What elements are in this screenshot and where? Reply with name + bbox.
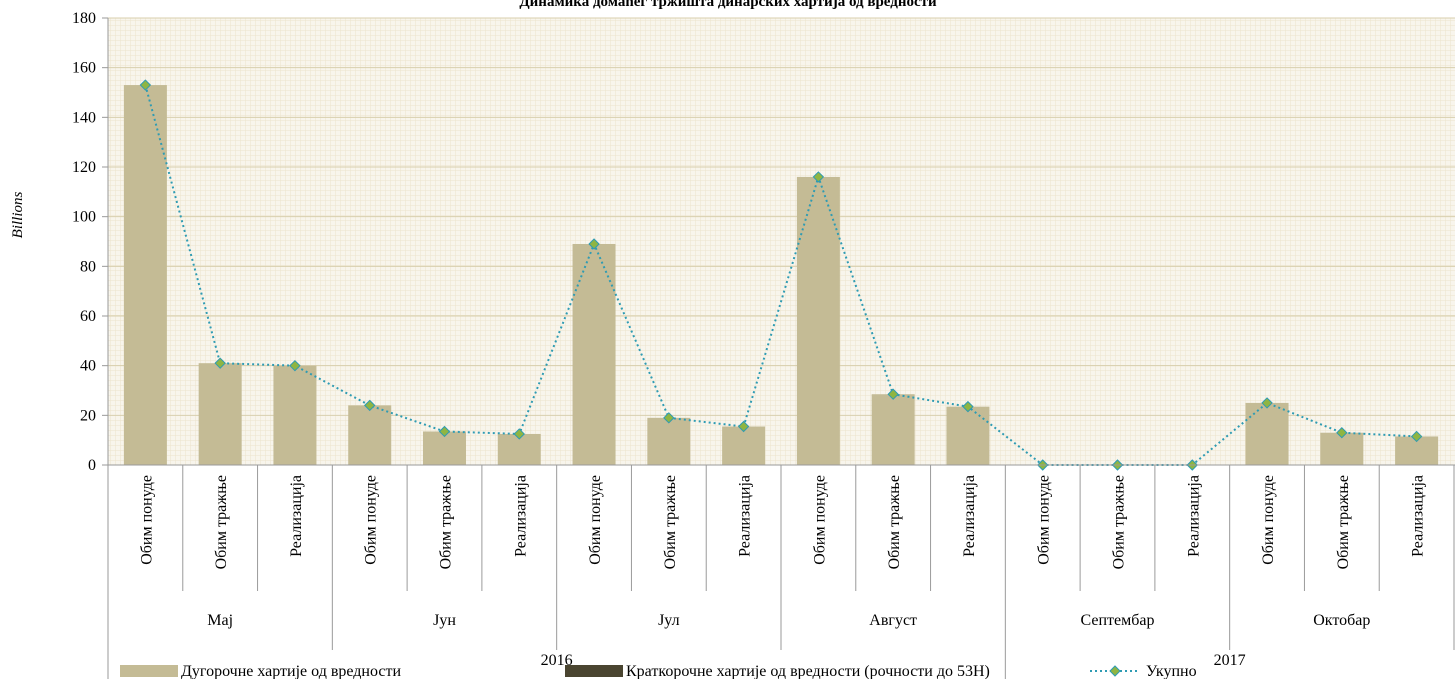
- y-tick-label: 60: [80, 308, 96, 325]
- plot-area: [108, 18, 1455, 465]
- y-tick-label: 80: [80, 258, 96, 275]
- bar: [123, 85, 167, 466]
- category-label: Обим понуде: [1036, 475, 1053, 565]
- line-point: [513, 428, 525, 440]
- year-label: 2016: [541, 652, 573, 669]
- category-label: Обим понуде: [1260, 475, 1277, 565]
- chart-title: Динамика домаћег тржишта динарских харти…: [519, 0, 937, 10]
- line-point: [214, 357, 226, 369]
- category-label: Реализација: [961, 475, 978, 557]
- legend-label: Укупно: [1146, 663, 1197, 679]
- y-tick-label: 100: [72, 209, 96, 226]
- bar: [273, 365, 317, 465]
- month-label: Октобар: [1313, 612, 1370, 629]
- line-point: [887, 388, 899, 400]
- line-point: [663, 412, 675, 424]
- category-label: Реализација: [288, 475, 305, 557]
- bar: [198, 363, 242, 465]
- line-series: [139, 79, 1423, 471]
- line-point: [812, 171, 825, 183]
- y-tick-label: 40: [80, 358, 96, 375]
- category-label: Реализација: [1185, 475, 1202, 557]
- category-label: Реализација: [1410, 475, 1427, 557]
- y-axis: 0 20 40 60 80 100 120 140 160 180: [72, 10, 109, 474]
- legend-swatch: [120, 665, 178, 677]
- category-label: Обим тражње: [438, 475, 455, 569]
- total-line: [144, 84, 1417, 466]
- x-axis: Обим понуде Обим тражње Реализација Обим по…: [107, 464, 1455, 679]
- legend: Дугорочне хартије од вредности Краткорочн…: [120, 663, 1197, 679]
- category-label: Обим понуде: [811, 475, 828, 565]
- legend-label: Краткорочне хартије од вредности (рочнос…: [626, 663, 990, 679]
- y-tick-label: 120: [72, 159, 96, 176]
- month-label: Мај: [207, 612, 233, 629]
- category-label: Обим тражње: [1335, 475, 1352, 569]
- line-point: [289, 359, 301, 372]
- y-axis-label: Billions: [10, 192, 26, 239]
- category-label: Обим понуде: [363, 475, 380, 565]
- line-point: [1336, 427, 1348, 439]
- category-label: Обим тражње: [662, 475, 679, 569]
- bar: [1245, 402, 1289, 465]
- line-point: [1410, 430, 1423, 443]
- bar: [572, 243, 616, 465]
- month-label: Август: [869, 612, 917, 629]
- y-tick-label: 160: [72, 60, 96, 77]
- legend-label: Дугорочне хартије од вредности: [181, 663, 401, 679]
- bar: [871, 394, 915, 465]
- bar-series: [123, 85, 1439, 466]
- month-label: Септембар: [1081, 612, 1155, 629]
- bar: [722, 426, 766, 465]
- line-point: [364, 399, 376, 412]
- line-point: [438, 425, 451, 438]
- legend-swatch: [565, 665, 623, 677]
- category-label: Реализација: [512, 475, 529, 557]
- category-label: Обим тражње: [213, 475, 230, 569]
- category-label: Обим понуде: [587, 475, 604, 565]
- line-point: [962, 400, 974, 413]
- month-label: Јул: [658, 612, 680, 629]
- line-point: [1261, 397, 1273, 409]
- y-tick-label: 0: [88, 457, 96, 474]
- bar: [946, 406, 990, 465]
- category-label: Обим тражње: [886, 475, 903, 569]
- line-point: [737, 420, 750, 433]
- category-label: Реализација: [737, 475, 754, 557]
- bar: [647, 417, 691, 465]
- line-point: [588, 238, 600, 250]
- y-tick-label: 180: [72, 10, 96, 27]
- y-gridlines: [108, 17, 1455, 416]
- legend-marker: [1109, 665, 1121, 677]
- month-label: Јун: [433, 612, 456, 629]
- bar: [348, 405, 392, 465]
- category-label: Обим тражње: [1111, 475, 1128, 569]
- y-tick-label: 20: [80, 407, 96, 424]
- line-point: [139, 79, 152, 91]
- year-label: 2017: [1214, 652, 1246, 669]
- category-label: Обим понуде: [138, 475, 155, 565]
- y-tick-label: 140: [72, 109, 96, 126]
